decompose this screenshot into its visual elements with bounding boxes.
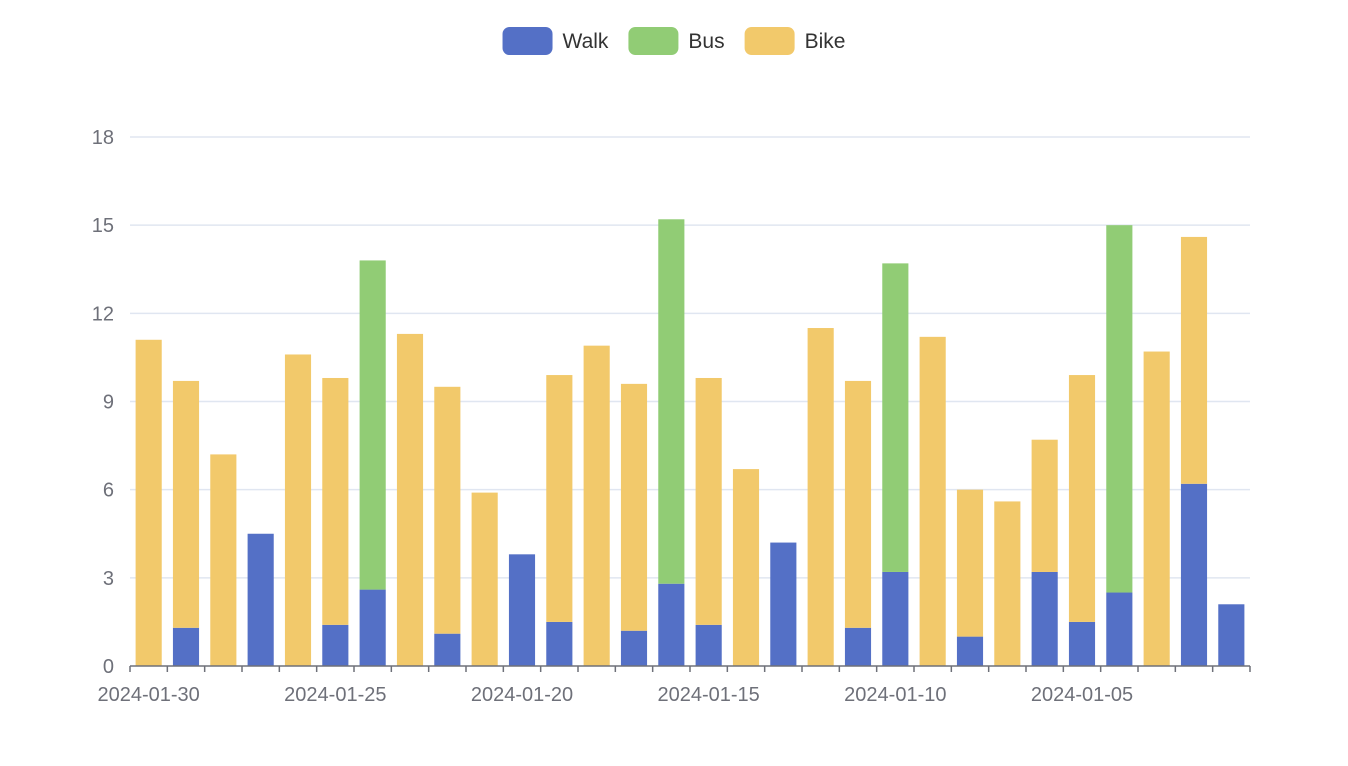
bar-walk-2024-01-19[interactable] (546, 621, 573, 666)
bar-bike-2024-01-26[interactable] (284, 354, 312, 666)
bar-bus-2024-01-16[interactable] (658, 219, 685, 584)
bars (135, 219, 1245, 666)
bar-bike-2024-01-18[interactable] (583, 345, 610, 666)
bar-walk-2024-01-05[interactable] (1068, 621, 1096, 666)
bar-bike-2024-01-09[interactable] (919, 336, 946, 666)
bar-bike-2024-01-25[interactable] (322, 377, 349, 625)
x-tick-label: 2024-01-20 (471, 684, 573, 706)
bar-bike-2024-01-30[interactable] (135, 339, 162, 666)
bar-bike-2024-01-02[interactable] (1180, 236, 1208, 484)
bar-bike-2024-01-17[interactable] (620, 383, 648, 631)
bar-bike-2024-01-14[interactable] (732, 469, 760, 666)
bar-bike-2024-01-08[interactable] (956, 489, 984, 637)
bar-walk-2024-01-04[interactable] (1106, 592, 1133, 666)
bar-bus-2024-01-04[interactable] (1106, 225, 1133, 593)
grid-lines (130, 136, 1250, 579)
legend-item-walk[interactable]: Walk (502, 27, 609, 55)
bar-bike-2024-01-12[interactable] (807, 328, 834, 666)
y-tick-label: 12 (92, 303, 114, 325)
y-tick-label: 3 (103, 568, 114, 590)
bar-walk-2024-01-29[interactable] (172, 627, 200, 666)
bar-bike-2024-01-23[interactable] (396, 333, 424, 666)
bar-bike-2024-01-29[interactable] (172, 380, 200, 628)
bar-walk-2024-01-01[interactable] (1218, 604, 1245, 666)
legend-swatch (502, 27, 553, 55)
y-tick-label: 15 (92, 215, 114, 237)
bar-walk-2024-01-24[interactable] (359, 589, 386, 666)
legend-item-bike[interactable]: Bike (744, 27, 846, 55)
bar-bike-2024-01-11[interactable] (844, 380, 872, 628)
y-tick-label: 6 (103, 480, 114, 502)
bar-bike-2024-01-21[interactable] (471, 492, 498, 666)
legend-swatch (744, 27, 795, 55)
legend-label: Bike (805, 30, 846, 53)
bar-bike-2024-01-05[interactable] (1068, 375, 1096, 622)
bar-walk-2024-01-11[interactable] (844, 627, 872, 666)
bar-bike-2024-01-22[interactable] (434, 386, 461, 634)
bar-walk-2024-01-17[interactable] (620, 630, 648, 666)
bar-bus-2024-01-10[interactable] (882, 263, 909, 572)
bar-bike-2024-01-03[interactable] (1143, 351, 1170, 666)
y-tick-label: 9 (103, 392, 114, 414)
bar-walk-2024-01-13[interactable] (770, 542, 797, 666)
bar-bike-2024-01-15[interactable] (695, 377, 722, 625)
legend-swatch (628, 27, 679, 55)
bar-walk-2024-01-06[interactable] (1031, 571, 1058, 666)
x-tick-label: 2024-01-25 (284, 684, 386, 706)
legend-item-bus[interactable]: Bus (628, 27, 725, 55)
bar-walk-2024-01-10[interactable] (882, 571, 909, 666)
legend: Walk Bus Bike (502, 27, 846, 55)
x-tick-label: 2024-01-05 (1031, 684, 1133, 706)
bar-bus-2024-01-24[interactable] (359, 260, 386, 590)
y-tick-label: 0 (103, 656, 114, 678)
bar-walk-2024-01-02[interactable] (1180, 483, 1208, 666)
bar-walk-2024-01-25[interactable] (322, 624, 349, 666)
bar-walk-2024-01-08[interactable] (956, 636, 984, 666)
bar-walk-2024-01-20[interactable] (508, 554, 536, 666)
axes: 0 3 6 9 12 15 18 2024-01-30 2024-01-25 2024-01-20… (92, 127, 1251, 706)
x-tick-label: 2024-01-30 (98, 684, 200, 706)
bar-bike-2024-01-28[interactable] (210, 454, 237, 666)
x-tick-label: 2024-01-15 (658, 684, 760, 706)
y-tick-label: 18 (92, 127, 114, 149)
bar-bike-2024-01-06[interactable] (1031, 439, 1058, 572)
bar-walk-2024-01-27[interactable] (247, 533, 274, 666)
bar-walk-2024-01-22[interactable] (434, 633, 461, 666)
x-tick-label: 2024-01-10 (844, 684, 946, 706)
bar-walk-2024-01-16[interactable] (658, 583, 685, 666)
legend-label: Walk (563, 30, 609, 53)
bar-bike-2024-01-07[interactable] (994, 501, 1021, 666)
bar-bike-2024-01-19[interactable] (546, 375, 573, 622)
bar-walk-2024-01-15[interactable] (695, 624, 722, 666)
legend-label: Bus (688, 30, 724, 53)
